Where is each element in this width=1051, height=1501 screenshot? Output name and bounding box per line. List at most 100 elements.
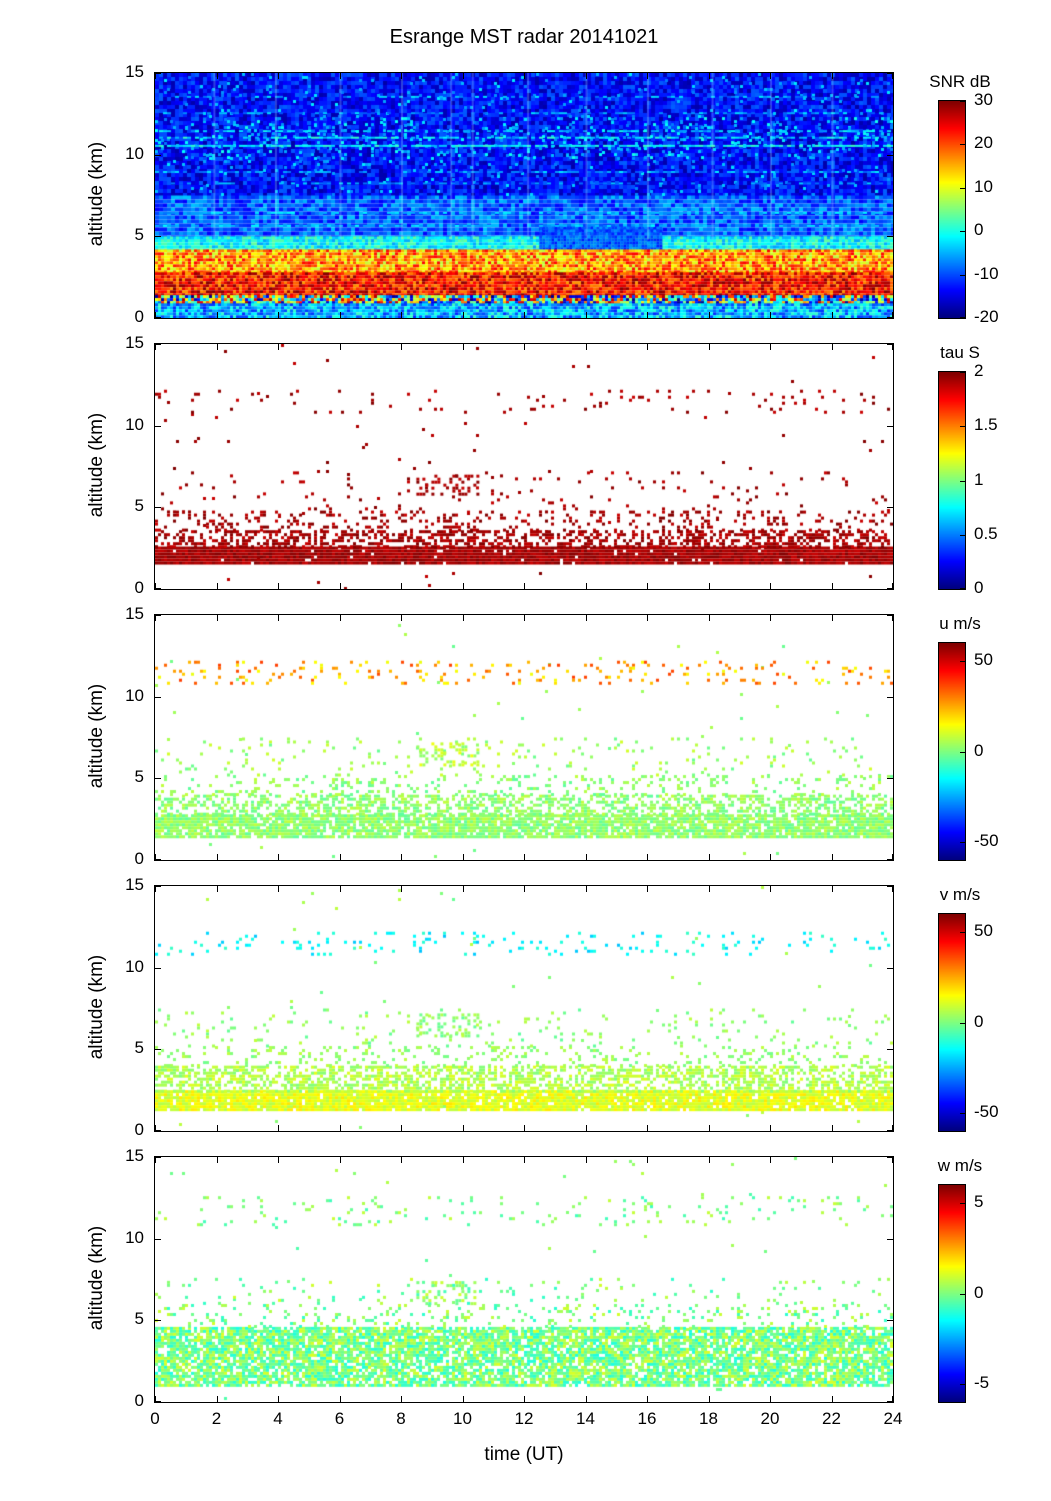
x-axis-tick xyxy=(770,312,771,318)
colorbar-label-u: u m/s xyxy=(939,614,981,633)
colorbar-tick-label: 5 xyxy=(974,1192,984,1212)
heatmap-canvas-snr xyxy=(155,73,893,318)
x-axis-tick xyxy=(585,854,587,860)
x-axis-tick xyxy=(278,583,279,589)
x-tick-label: 8 xyxy=(396,1409,406,1428)
x-axis-tick xyxy=(831,1157,833,1163)
plot-area-w xyxy=(154,1156,894,1403)
x-axis-tick xyxy=(155,73,156,79)
colorbar-tick xyxy=(960,1022,965,1024)
x-axis-tick xyxy=(647,1396,648,1402)
y-axis-tick xyxy=(155,1401,161,1402)
x-axis-tick xyxy=(401,886,402,892)
colorbar-tick-label: 0 xyxy=(974,1282,984,1302)
y-tick-label: 0 xyxy=(134,578,144,597)
x-axis-tick xyxy=(585,583,587,589)
colorbar-tick-label: 0 xyxy=(974,578,984,597)
colorbar-tick xyxy=(960,1293,965,1295)
x-axis-tick xyxy=(339,854,341,860)
x-tick-label: 22 xyxy=(822,1409,841,1428)
colorbar-label-snr: SNR dB xyxy=(929,72,991,91)
x-axis-tick xyxy=(892,344,893,350)
y-axis-tick xyxy=(887,588,893,589)
x-axis-tick xyxy=(585,344,587,350)
colorbar-tick xyxy=(960,932,965,934)
x-axis-tick xyxy=(155,886,156,892)
colorbar-w xyxy=(938,1184,966,1403)
x-axis-tick xyxy=(339,344,341,350)
colorbar-tick xyxy=(960,751,965,753)
colorbar-tick xyxy=(960,144,965,146)
colorbar-tick-label: -5 xyxy=(974,1372,990,1392)
x-tick-label: 10 xyxy=(453,1409,472,1428)
y-tick-label: 0 xyxy=(134,849,144,868)
x-axis-tick xyxy=(339,1396,341,1402)
panel-snr: altitude (km) SNR dB 0 5 10 15 30 20 10 0 -10 -20 xyxy=(0,62,1051,326)
y-axis-tick xyxy=(155,1238,161,1240)
x-tick-label: 0 xyxy=(150,1409,160,1428)
y-axis-tick xyxy=(155,778,161,780)
x-axis-tick xyxy=(708,615,710,621)
x-axis-tick xyxy=(401,583,402,589)
y-tick-label: 0 xyxy=(134,1120,144,1139)
plot-area-u xyxy=(154,614,894,861)
x-axis-tick xyxy=(708,886,710,892)
y-axis-tick xyxy=(887,886,893,887)
y-axis-tick xyxy=(887,1130,893,1131)
plot-area-tau xyxy=(154,343,894,590)
x-axis-tick xyxy=(401,1125,402,1131)
heatmap-canvas-w xyxy=(155,1157,893,1402)
x-axis-tick xyxy=(770,344,771,350)
x-axis-tick xyxy=(278,1157,279,1163)
x-axis-tick xyxy=(892,1125,893,1131)
colorbar-tick-label: 30 xyxy=(974,90,993,109)
x-axis-tick xyxy=(831,615,833,621)
x-axis-tick xyxy=(278,73,279,79)
colorbar-tick-label: 0 xyxy=(974,740,984,760)
y-axis-tick xyxy=(155,317,161,318)
x-axis-tick xyxy=(831,1125,833,1131)
panel-u: altitude (km) u m/s 0 5 10 15 50 0 -50 xyxy=(0,604,1051,868)
x-tick-label: 16 xyxy=(637,1409,657,1428)
x-axis-tick xyxy=(401,312,402,318)
colorbar-tick xyxy=(960,480,965,482)
heatmap-canvas-u xyxy=(155,615,893,860)
x-axis-tick xyxy=(462,615,464,621)
x-axis-tick xyxy=(462,344,464,350)
colorbar-tick-label: 1.5 xyxy=(974,415,998,435)
colorbar-tick-label: 10 xyxy=(974,176,993,196)
x-axis-tick xyxy=(524,854,525,860)
colorbar-canvas-snr xyxy=(939,101,965,318)
x-axis-tick xyxy=(524,615,525,621)
x-axis-tick xyxy=(462,1157,464,1163)
x-axis-tick xyxy=(585,1396,587,1402)
x-axis-tick xyxy=(770,615,771,621)
x-axis-tick xyxy=(524,73,525,79)
colorbar-tick-label: -50 xyxy=(974,1101,999,1121)
y-axis-tick xyxy=(887,1238,893,1240)
colorbar-tick-label: 2 xyxy=(974,361,984,380)
colorbar-tick xyxy=(960,661,965,663)
x-axis-tick xyxy=(462,1125,464,1131)
x-axis-tick xyxy=(155,615,156,621)
x-axis-tick xyxy=(278,312,279,318)
plot-area-v xyxy=(154,885,894,1132)
colorbar-tick-label: -20 xyxy=(974,307,999,326)
x-axis-tick xyxy=(708,1157,710,1163)
colorbar-label-w: w m/s xyxy=(937,1156,983,1175)
x-tick-labels: 0 2 4 6 8 10 12 14 16 18 20 22 24 xyxy=(0,1409,1051,1431)
y-axis-tick xyxy=(155,73,161,74)
panel-v: altitude (km) v m/s 0 5 10 15 50 0 -50 xyxy=(0,875,1051,1139)
y-axis-tick xyxy=(155,696,161,698)
x-axis-tick xyxy=(155,1396,156,1402)
y-axis-tick xyxy=(155,507,161,509)
x-axis-tick xyxy=(708,73,710,79)
x-axis-tick xyxy=(831,886,833,892)
x-axis-tick xyxy=(770,583,771,589)
x-axis-tick xyxy=(585,615,587,621)
x-axis-tick xyxy=(216,1125,218,1131)
x-axis-tick xyxy=(770,73,771,79)
x-axis-tick xyxy=(708,583,710,589)
colorbar-tick xyxy=(960,588,965,589)
